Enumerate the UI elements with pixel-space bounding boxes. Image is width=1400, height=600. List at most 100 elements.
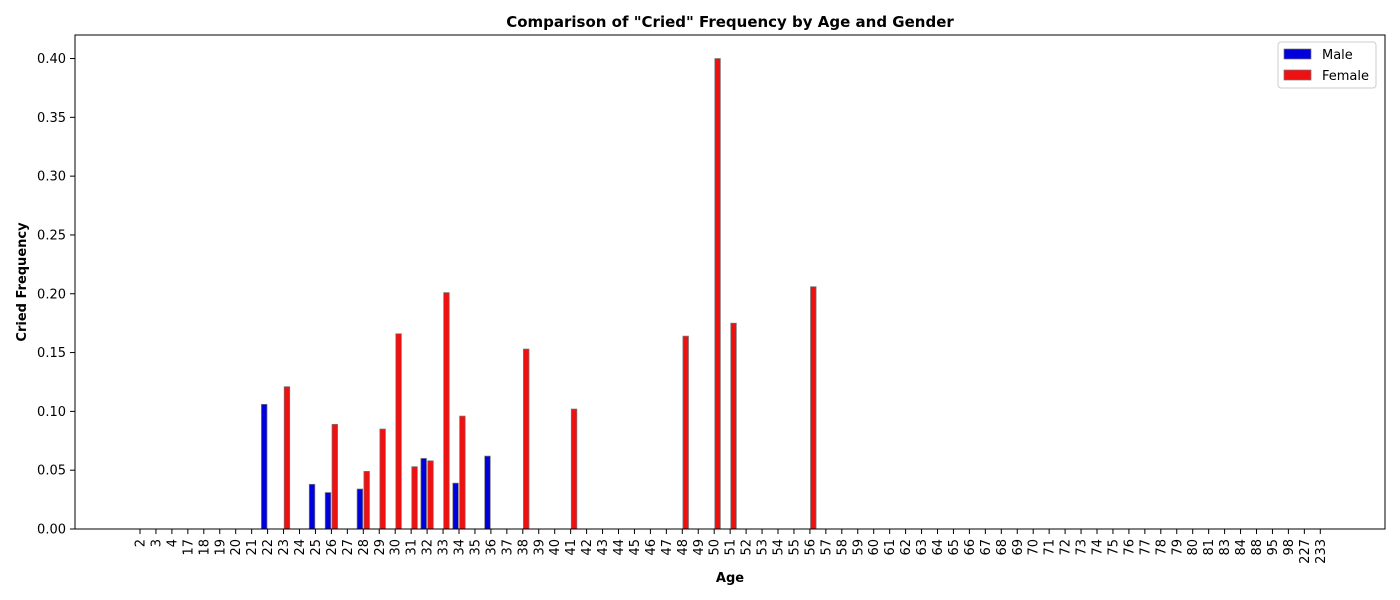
x-tick-label: 20 [229,539,244,556]
x-tick-label: 73 [1075,539,1090,556]
x-tick-label: 42 [580,539,595,556]
x-tick-label: 28 [357,539,372,556]
x-tick-label: 30 [389,539,404,556]
legend: Male Female [1277,41,1377,89]
y-axis-ticks: 0.00 0.05 0.10 0.15 0.20 0.25 0.30 0.35 0.40 [37,52,75,538]
x-tick-label: 23 [277,539,292,556]
x-tick-label: 71 [1043,539,1058,556]
x-tick-label: 52 [740,539,755,556]
bar-male [261,403,268,530]
x-tick-label: 40 [548,539,563,556]
plot-frame [74,34,1386,530]
x-tick-label: 75 [1106,539,1121,556]
bar-female [395,333,402,530]
x-tick-label: 76 [1122,539,1137,556]
bar-male [356,488,364,530]
x-tick-label: 24 [293,539,308,556]
x-tick-label: 66 [963,539,978,556]
y-tick-label: 0.20 [37,287,66,302]
y-tick-label: 0.35 [37,111,66,126]
x-tick-label: 38 [516,539,531,556]
x-tick-label: 64 [931,539,946,556]
x-tick-label: 80 [1186,539,1201,556]
x-tick-label: 227 [1298,539,1313,564]
x-axis-label: Age [716,571,744,586]
y-tick-label: 0.00 [37,523,66,538]
bar-female [714,58,721,530]
x-tick-label: 60 [867,539,882,556]
y-tick-label: 0.10 [37,405,66,420]
x-tick-label: 98 [1282,539,1297,556]
bars [261,58,817,530]
x-tick-label: 55 [787,539,802,556]
bar-female [570,408,578,530]
x-tick-label: 57 [819,539,834,556]
bar-female [331,423,338,530]
x-tick-label: 45 [628,539,643,556]
x-tick-label: 4 [165,539,180,547]
x-tick-label: 70 [1027,539,1042,556]
y-tick-label: 0.40 [37,52,66,67]
bar-male [324,492,332,530]
chart-title: Comparison of "Cried" Frequency by Age a… [506,13,954,31]
x-tick-label: 68 [995,539,1010,556]
x-tick-label: 51 [724,539,739,556]
x-tick-label: 59 [851,539,866,556]
x-tick-label: 78 [1154,539,1169,556]
x-axis-ticks: 2 3 4 17 18 19 20 21 22 23 24 25 26 27 28 29 30 31 32 33 34 3… [134,529,1329,564]
x-tick-label: 33 [437,539,452,556]
x-tick-label: 74 [1091,539,1106,556]
y-axis-label: Cried Frequency [15,222,30,342]
x-tick-label: 54 [772,539,787,556]
x-tick-label: 77 [1138,539,1153,556]
x-tick-label: 72 [1059,539,1074,556]
x-tick-label: 46 [644,539,659,556]
x-tick-label: 19 [213,539,228,556]
x-tick-label: 58 [835,539,850,556]
x-tick-label: 22 [261,539,276,556]
x-tick-label: 50 [708,539,723,556]
x-tick-label: 84 [1234,539,1249,556]
x-tick-label: 21 [245,539,260,556]
bar-female [810,286,817,530]
x-tick-label: 233 [1314,539,1329,564]
bar-female [379,428,386,530]
x-tick-label: 34 [453,539,468,556]
x-tick-label: 39 [532,539,547,556]
y-tick-label: 0.25 [37,228,66,243]
bar-female [682,335,689,530]
y-tick-label: 0.30 [37,170,66,185]
x-tick-label: 41 [564,539,579,556]
x-tick-label: 3 [149,539,164,547]
x-tick-label: 36 [484,539,499,556]
x-tick-label: 2 [134,539,149,547]
bar-female [427,460,434,530]
bar-male [452,482,459,530]
x-tick-label: 61 [883,539,898,556]
x-tick-label: 31 [405,539,420,556]
x-tick-label: 67 [979,539,994,556]
x-tick-label: 63 [915,539,930,556]
x-tick-label: 95 [1266,539,1281,556]
x-tick-label: 53 [756,539,771,556]
legend-label-female: Female [1322,69,1369,84]
y-tick-label: 0.05 [37,464,66,479]
bar-female [363,471,370,530]
x-tick-label: 43 [596,539,611,556]
bar-female [283,386,291,530]
bar-male [308,483,316,530]
x-tick-label: 17 [181,539,196,556]
bar-female [443,292,450,530]
x-tick-label: 56 [803,539,818,556]
bar-female [411,466,418,530]
x-tick-label: 27 [341,539,356,556]
x-tick-label: 26 [325,539,340,556]
x-tick-label: 44 [612,539,627,556]
legend-label-male: Male [1322,48,1353,63]
x-tick-label: 35 [468,539,483,556]
bar-female [523,348,530,530]
legend-swatch-female [1283,69,1312,81]
x-tick-label: 81 [1202,539,1217,556]
x-tick-label: 62 [899,539,914,556]
